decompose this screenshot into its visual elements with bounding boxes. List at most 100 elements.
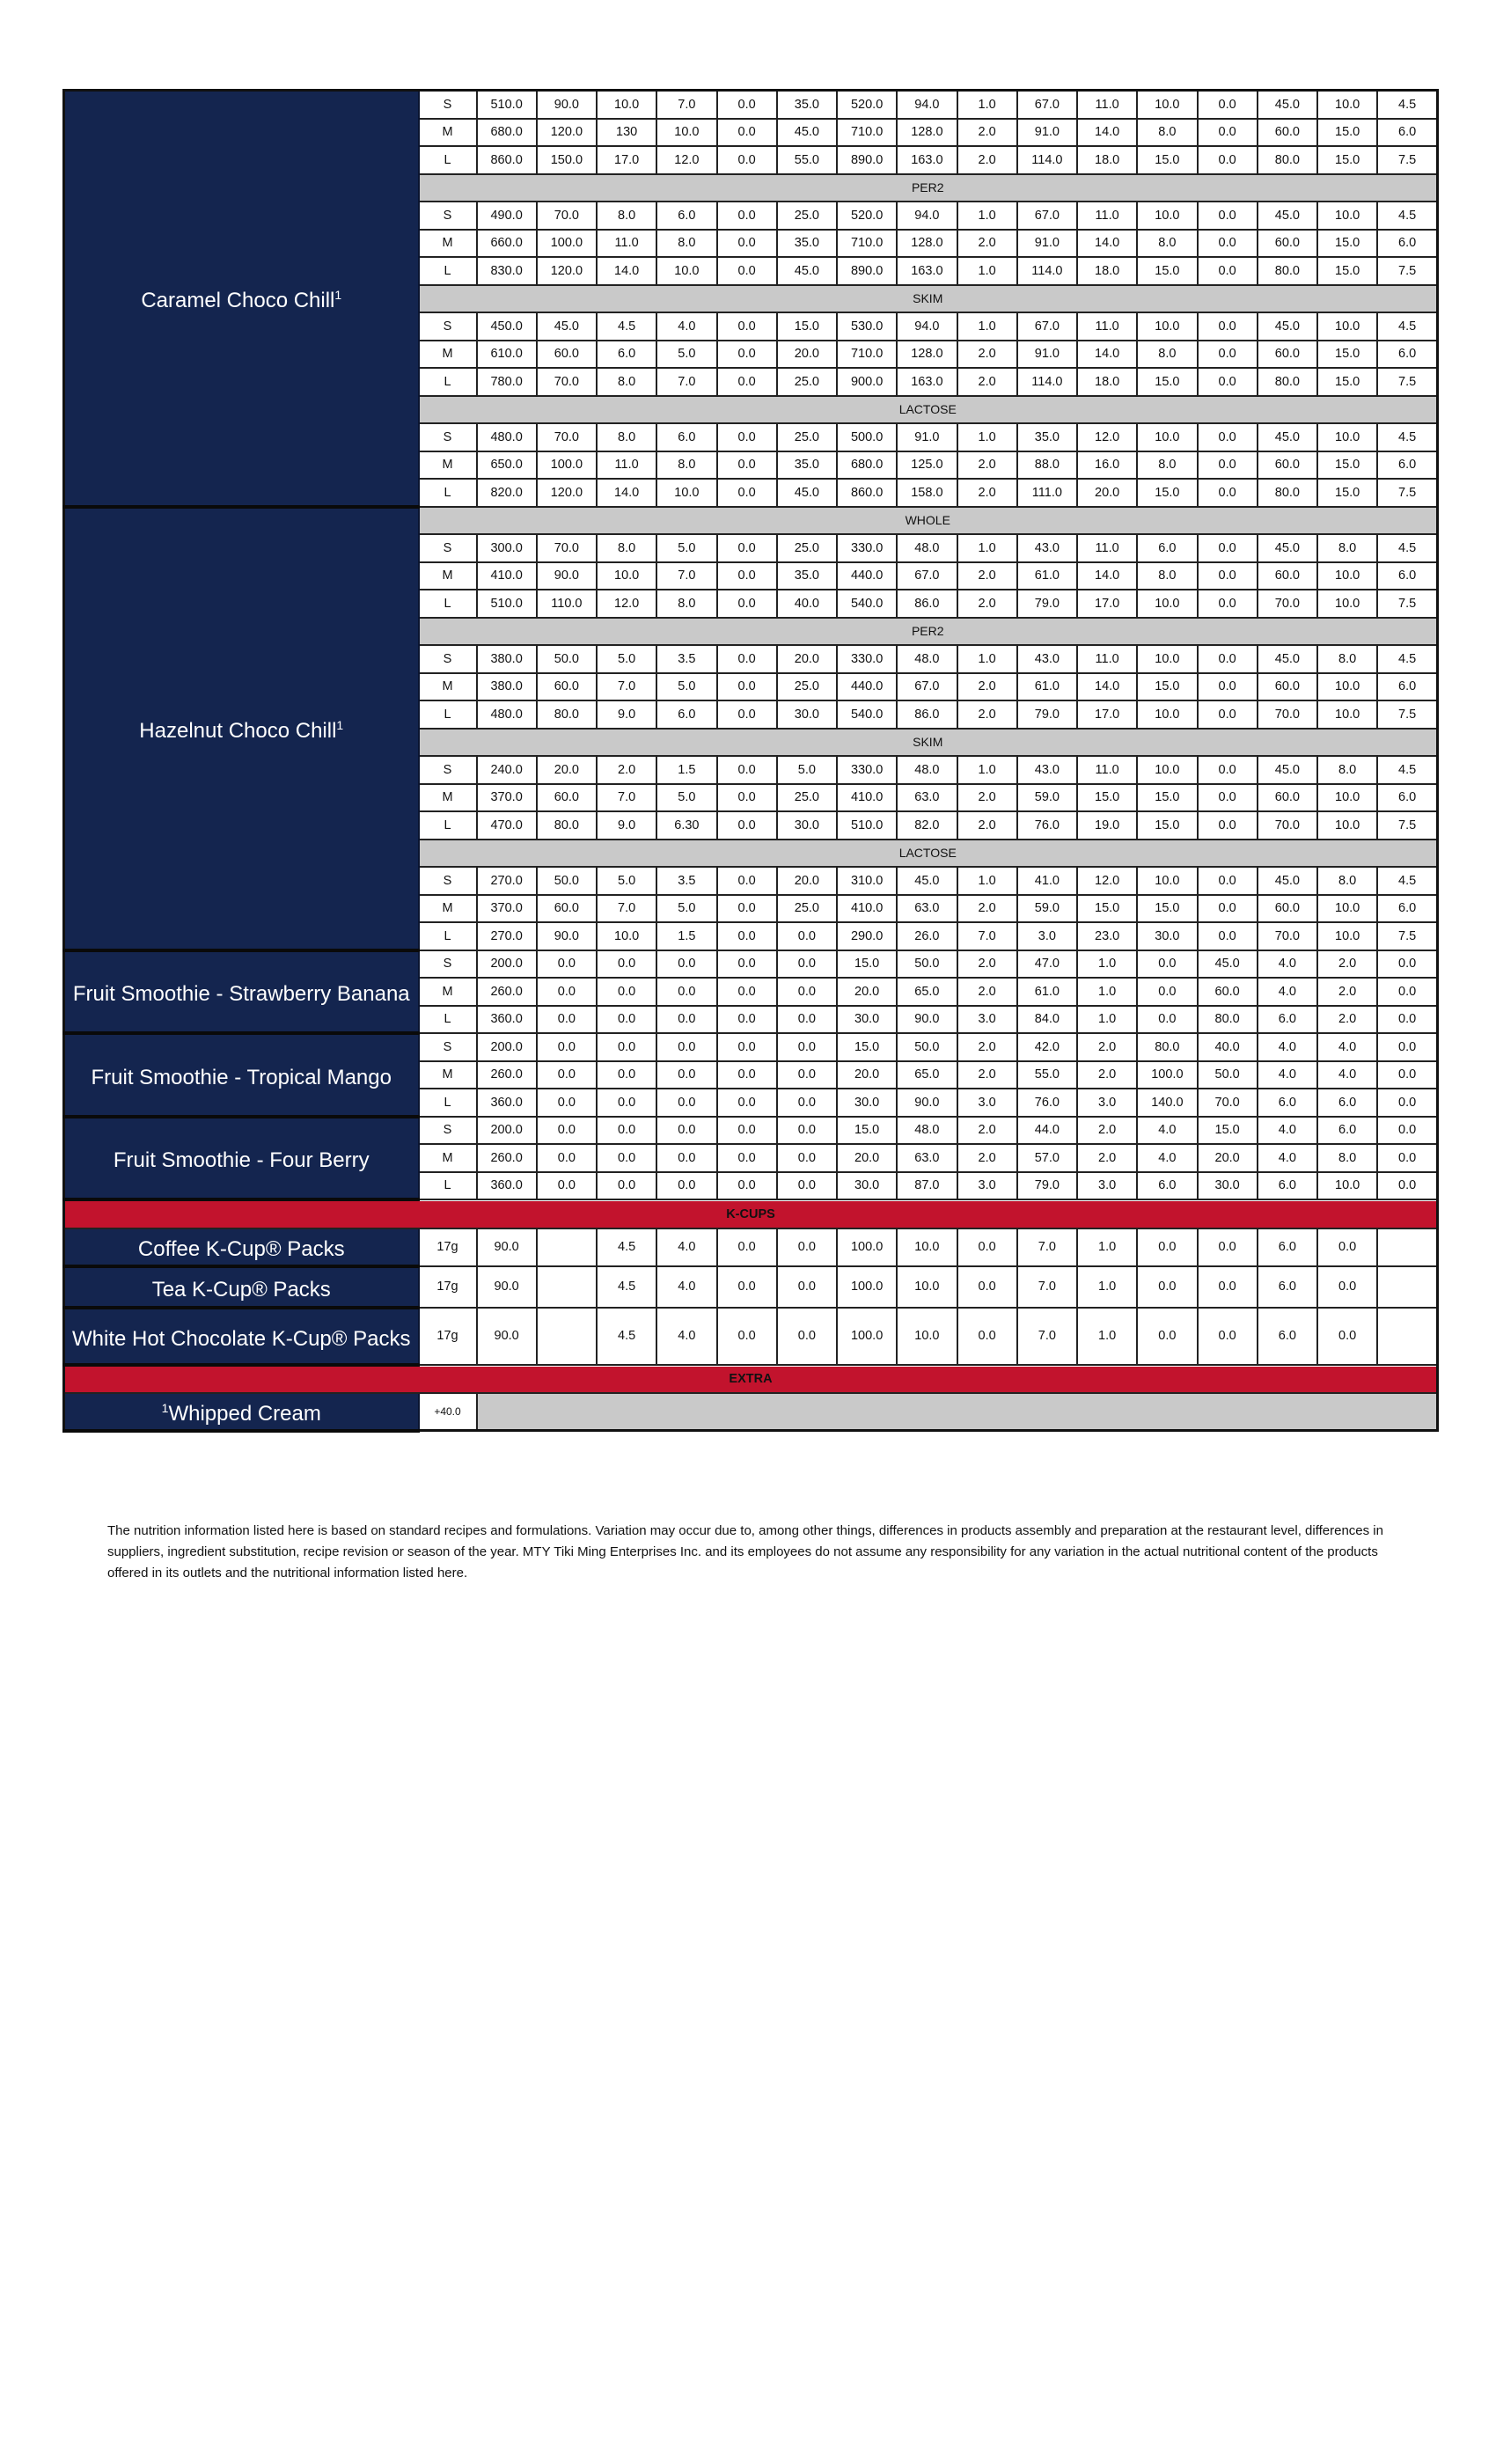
value-cell: 35.0 [775,89,839,120]
table-row: L 510.0 110.0 12.0 8.0 0.0 40.0 540.0 86.0 2.0 79.… [64,589,1439,619]
value-cell: 0.0 [715,1060,778,1089]
value-cell: 10.0 [656,478,718,508]
value-cell: 6.30 [656,810,718,840]
value-cell: 0.0 [1196,256,1258,286]
value-cell: 10.0 [656,256,718,286]
value-cell: 0.0 [715,671,778,701]
value-cell: 2.0 [956,145,1018,175]
value-cell: 30.0 [775,810,839,840]
size-cell: S [417,755,478,785]
value-cell: 80.0 [1256,145,1319,175]
value-cell: 0.0 [715,561,778,590]
value-cell: 63.0 [896,1143,958,1173]
table-row: S 480.0 70.0 8.0 6.0 0.0 25.0 500.0 91.0 1.0 35.0 1… [64,422,1439,452]
value-cell: 2.0 [956,367,1018,397]
value-cell: 380.0 [475,644,538,674]
value-cell: 20.0 [835,1143,898,1173]
value-cell: 4.0 [1136,1115,1199,1145]
value-cell: 0.0 [715,312,778,341]
value-cell: 128.0 [896,339,958,369]
value-cell: 94.0 [896,312,958,341]
value-cell: 10.0 [896,1265,958,1309]
value-cell: 60.0 [1256,671,1319,701]
value-cell: 114.0 [1016,145,1079,175]
value-cell: 4.5 [1376,201,1439,231]
table-row: Fruit Smoothie - Tropical Mango S 200.0 0.0… [62,1032,1439,1118]
value-cell: 480.0 [475,700,538,730]
value-cell: 10.0 [1316,312,1379,341]
value-cell: 48.0 [896,1115,958,1145]
milk-subheader-row: PER2 [64,616,1439,646]
value-cell: 0.0 [1376,1170,1439,1200]
value-cell: 0.0 [656,1032,718,1062]
size-cell: S [417,644,478,674]
value-cell: 114.0 [1016,367,1079,397]
value-cell: 3.0 [956,1088,1018,1118]
value-cell: 0.0 [715,1032,778,1062]
value-cell: 4.0 [1256,977,1319,1007]
value-cell: 76.0 [1016,1088,1079,1118]
value-cell: 80.0 [1256,478,1319,508]
value-cell: 710.0 [835,228,898,258]
value-cell: 10.0 [1316,589,1379,619]
value-cell: 0.0 [775,1004,839,1034]
value-cell: 111.0 [1016,478,1079,508]
value-cell: 290.0 [835,921,898,951]
value-cell: 8.0 [1136,117,1199,147]
value-cell: 63.0 [896,782,958,812]
value-cell: 10.0 [1316,422,1379,452]
value-cell: 82.0 [896,810,958,840]
table-row: M 260.0 0.0 0.0 0.0 0.0 0.0 20.0 63.0 2.0 57.0 2.0 4… [64,1143,1439,1173]
table-row: M 370.0 60.0 7.0 5.0 0.0 25.0 410.0 63.0 2.0 59.0 1… [64,782,1439,812]
value-cell: 7.0 [656,367,718,397]
value-cell: 128.0 [896,228,958,258]
table-row: L 360.0 0.0 0.0 0.0 0.0 0.0 30.0 87.0 3.0 79.0 3.0 6… [64,1170,1439,1200]
item-name-text: Coffee K-Cup® Packs [137,1237,345,1261]
value-cell: 1.5 [656,921,718,951]
value-cell: 540.0 [835,700,898,730]
value-cell: 20.0 [1075,478,1139,508]
value-cell: 520.0 [835,201,898,231]
value-cell: 84.0 [1016,1004,1079,1034]
value-cell: 7.0 [1016,1227,1079,1267]
value-cell: 15.0 [1136,671,1199,701]
value-cell: 7.5 [1376,589,1439,619]
value-cell: 76.0 [1016,810,1079,840]
empty-cell [475,1392,1439,1432]
item-name-text: Fruit Smoothie - Four Berry [113,1148,370,1173]
value-cell: 0.0 [1196,810,1258,840]
value-cell: 9.0 [595,700,658,730]
value-cell: 2.0 [956,671,1018,701]
value-cell: 6.0 [656,201,718,231]
value-cell: 8.0 [1136,561,1199,590]
size-cell: S [417,949,478,979]
value-cell: 14.0 [595,478,658,508]
value-cell: 0.0 [715,1170,778,1200]
value-cell: 0.0 [595,977,658,1007]
value-cell: 5.0 [656,782,718,812]
value-cell: 20.0 [775,866,839,896]
value-cell: 0.0 [1196,782,1258,812]
value-cell: 4.0 [1256,1032,1319,1062]
value-cell: 100.0 [1136,1060,1199,1089]
value-cell: 6.0 [1376,450,1439,480]
value-cell: 45.0 [1256,422,1319,452]
table-row: L 470.0 80.0 9.0 6.30 0.0 30.0 510.0 82.0 2.0 76.0… [64,810,1439,840]
value-cell: 8.0 [1316,866,1379,896]
value-cell: 0.0 [715,644,778,674]
value-cell: 87.0 [896,1170,958,1200]
value-cell: 114.0 [1016,256,1079,286]
value-cell: 2.0 [1075,1143,1139,1173]
value-cell: 0.0 [1136,1306,1199,1366]
value-cell: 40.0 [775,589,839,619]
value-cell: 0.0 [715,367,778,397]
milk-subheader-row: Hazelnut Choco Chill1 WHOLE [62,505,1439,952]
item-name: Fruit Smoothie - Tropical Mango [62,1032,420,1118]
value-cell: 4.5 [1376,644,1439,674]
value-cell: 45.0 [775,256,839,286]
value-cell: 6.0 [1316,1088,1379,1118]
value-cell: 60.0 [1256,893,1319,923]
value-cell: 55.0 [1016,1060,1079,1089]
value-cell: 2.0 [956,561,1018,590]
value-cell: 1.0 [1075,949,1139,979]
